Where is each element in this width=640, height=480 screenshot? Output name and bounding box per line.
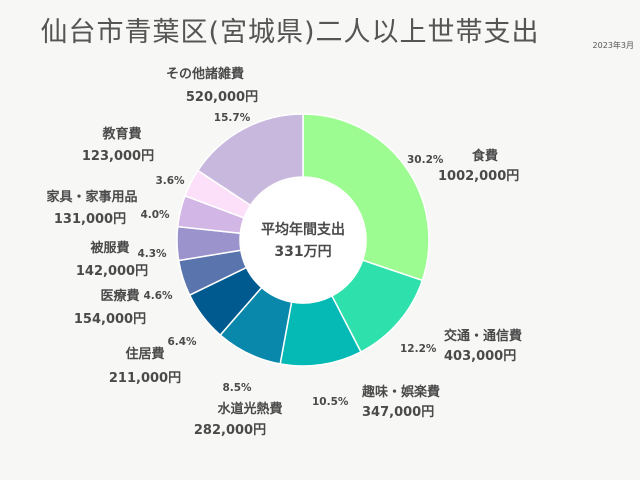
slice-value-label: 1002,000円 bbox=[438, 169, 519, 184]
slice-value-label: 131,000円 bbox=[54, 212, 126, 227]
donut-hole bbox=[241, 178, 365, 302]
slice-name-label: 趣味・娯楽費 bbox=[361, 384, 440, 400]
slice-percent-label: 30.2% bbox=[407, 154, 444, 166]
slice-value-label: 211,000円 bbox=[109, 371, 181, 386]
slice-percent-label: 15.7% bbox=[214, 112, 251, 124]
slice-name-label: 被服費 bbox=[89, 240, 129, 256]
date-label: 2023年3月 bbox=[592, 41, 634, 50]
slice-percent-label: 3.6% bbox=[155, 175, 185, 187]
slice-name-label: その他諸雑費 bbox=[166, 66, 244, 82]
slice-percent-label: 6.4% bbox=[167, 336, 197, 348]
slice-percent-label: 4.3% bbox=[137, 248, 167, 260]
slice-value-label: 282,000円 bbox=[194, 423, 266, 438]
slice-name-label: 交通・通信費 bbox=[444, 328, 522, 344]
slice-value-label: 123,000円 bbox=[82, 149, 154, 164]
slice-value-label: 142,000円 bbox=[76, 264, 148, 279]
slice-value-label: 403,000円 bbox=[444, 349, 516, 364]
slice-name-label: 水道光熱費 bbox=[217, 401, 282, 417]
slice-1 bbox=[302, 113, 430, 282]
center-title: 平均年間支出 bbox=[261, 221, 345, 238]
slice-percent-label: 4.0% bbox=[140, 209, 170, 221]
slice-name-label: 食費 bbox=[472, 148, 498, 164]
slice-name-label: 教育費 bbox=[101, 126, 141, 142]
slice-name-label: 住居費 bbox=[125, 346, 164, 362]
slice-percent-label: 12.2% bbox=[400, 343, 437, 355]
slice-name-label: 家具・家事用品 bbox=[46, 189, 137, 205]
slice-percent-label: 4.6% bbox=[143, 290, 173, 302]
slice-name-label: 医療費 bbox=[100, 288, 139, 304]
slice-10 bbox=[196, 113, 304, 207]
chart-title: 仙台市青葉区(宮城県)二人以上世帯支出 bbox=[40, 17, 540, 48]
slice-value-label: 154,000円 bbox=[74, 312, 146, 327]
slice-percent-label: 10.5% bbox=[312, 396, 349, 408]
center-value: 331万円 bbox=[274, 244, 331, 260]
slice-value-label: 347,000円 bbox=[362, 405, 434, 420]
slice-value-label: 520,000円 bbox=[186, 90, 258, 105]
slice-percent-label: 8.5% bbox=[222, 382, 252, 394]
